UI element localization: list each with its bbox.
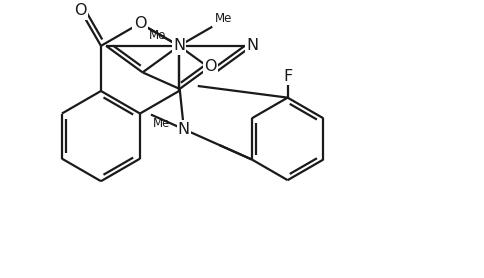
Text: N: N xyxy=(178,122,190,137)
Text: F: F xyxy=(283,69,292,84)
Text: N: N xyxy=(245,38,257,53)
Text: Me: Me xyxy=(149,29,166,42)
Text: Me: Me xyxy=(215,12,232,25)
Text: Me: Me xyxy=(152,116,170,130)
Text: N: N xyxy=(173,38,185,53)
Text: O: O xyxy=(74,3,87,18)
Text: O: O xyxy=(204,59,216,74)
Text: O: O xyxy=(134,16,146,31)
